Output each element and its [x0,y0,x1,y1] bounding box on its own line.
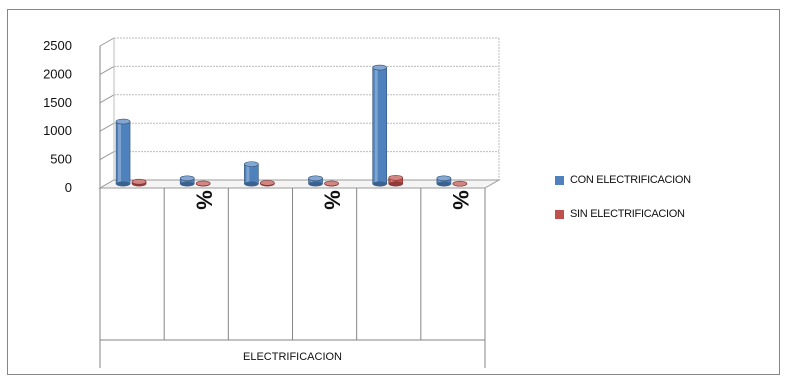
category-label-3: % [320,190,345,210]
bar-s0-c3-shine [310,178,314,184]
bar-s1-c5-top [452,180,468,187]
bar-s0-c4 [372,64,388,187]
bar-s0-c4-base [372,181,387,187]
bars [115,64,468,187]
bar-s1-c4-top [388,174,404,181]
gridline-depth-4 [99,65,115,75]
legend-item-sin: SIN ELECTRIFICACION [555,204,765,224]
bar-s0-c2-top [244,161,259,167]
legend-swatch-con [555,175,564,185]
y-tick-label-0: 0 [65,180,72,195]
bar-s1-c0 [131,178,147,187]
bar-s1-c3-top [324,180,339,187]
bar-s0-c2-shine [246,164,250,184]
bar-s0-c3 [308,175,323,187]
y-tick-label-4: 2000 [43,66,72,81]
legend-label-sin: SIN ELECTRIFICACION [570,208,685,220]
y-tick-label-2: 1000 [43,123,72,138]
axes [98,38,501,368]
bar-s1-c5 [452,180,468,187]
bar-s1-c1 [195,180,211,187]
gridline-depth-1 [99,151,115,161]
bar-s0-c1-base [180,181,195,187]
bar-s0-c1 [179,175,195,187]
gridline-depth-2 [99,122,115,132]
bar-s1-c4-shine [390,177,394,184]
bar-s0-c0-base [116,181,131,187]
bar-s0-c0-shine [118,121,122,184]
labels: 0 500 1000 1500 2000 2500 ELECTRIFICACION%%% [43,38,473,363]
bar-s0-c5 [436,175,452,187]
bar-s1-c3 [324,180,339,187]
bar-s0-c0-top [115,118,131,125]
y-tick-label-3: 1500 [43,95,72,110]
chart-frame [7,9,780,375]
y-tick-label-5: 2500 [43,38,72,53]
axis-group-label: ELECTRIFICACION [243,351,342,363]
bar-s0-c0 [115,118,131,187]
bar-s1-c4-base [388,181,403,187]
bar-s0-c4-shine [374,67,378,184]
bar-s0-c2-base [244,181,259,187]
legend-label-con: CON ELECTRIFICACION [570,174,691,186]
bar-s1-c1-top [195,180,211,187]
bar-s0-c4-top [372,64,388,71]
bar-s0-c5-top [436,175,452,182]
category-label-1: % [191,190,216,210]
gridline-depth-3 [99,94,115,104]
legend-swatch-sin [555,209,564,219]
gridlines [99,37,499,189]
bar-s0-c1-top [179,175,195,182]
bar-s0-c3-base [308,181,323,187]
bar-s0-c1-shine [182,178,186,184]
legend-item-con: CON ELECTRIFICACION [555,170,765,190]
category-label-5: % [448,190,473,210]
bar-s1-c2 [260,180,275,187]
legend: CON ELECTRIFICACION SIN ELECTRIFICACION [555,170,765,238]
bar-s1-c4 [388,174,404,187]
bar-s1-c2-top [260,180,275,186]
bar-s0-c2 [244,161,259,187]
bar-s0-c5-shine [438,178,442,184]
bar-s0-c3-top [308,175,323,182]
gridline-depth-5 [99,37,115,47]
bar-s0-c5-base [436,181,451,187]
y-tick-label-1: 500 [50,152,72,167]
bar-s1-c0-top [131,178,147,185]
